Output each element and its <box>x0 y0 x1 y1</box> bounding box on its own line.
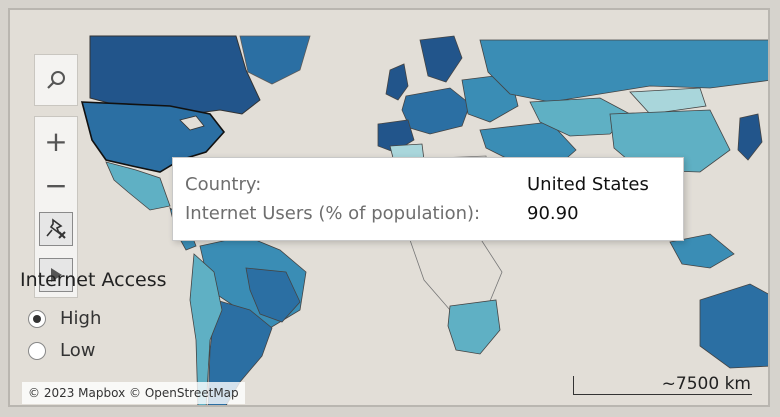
legend-option-label: Low <box>60 340 96 361</box>
great-lakes <box>179 115 205 131</box>
tooltip-internet-label: Internet Users (% of population): <box>185 203 481 224</box>
zoom-in-button[interactable]: + <box>44 124 68 158</box>
unpin-icon <box>46 218 66 239</box>
scale-bar-label: ~7500 km <box>661 374 751 394</box>
region-uk <box>385 63 409 101</box>
play-icon <box>51 268 62 282</box>
scale-bar-line <box>573 376 752 395</box>
region-canada <box>89 35 261 115</box>
region-mexico <box>105 161 171 211</box>
region-southeast-asia <box>669 233 735 269</box>
search-icon <box>47 71 65 89</box>
tooltip-country-label: Country: <box>185 174 262 195</box>
radio-high[interactable] <box>28 309 46 328</box>
region-southern-africa <box>447 299 501 355</box>
region-scandinavia <box>419 35 463 83</box>
map-zoom-controls: + − <box>34 116 78 298</box>
world-map[interactable] <box>10 10 770 407</box>
region-russia <box>479 39 768 103</box>
region-andes <box>189 253 223 405</box>
region-australia <box>699 283 768 369</box>
region-brazil-east <box>245 267 301 323</box>
zoom-out-button[interactable]: − <box>44 168 68 202</box>
radio-low[interactable] <box>28 341 46 360</box>
radio-selected-dot <box>33 314 41 323</box>
region-greenland <box>239 35 311 85</box>
region-central-asia <box>529 97 631 137</box>
region-mongolia <box>629 87 707 115</box>
map-attribution[interactable]: © 2023 Mapbox © OpenStreetMap <box>22 382 245 404</box>
region-japan <box>737 113 763 161</box>
legend-title: Internet Access <box>20 269 167 291</box>
legend-option-high[interactable]: High <box>28 308 101 329</box>
pan-button[interactable] <box>35 253 77 297</box>
region-central-africa <box>409 237 503 311</box>
tooltip-country-value: United States <box>527 174 649 195</box>
region-china <box>609 109 731 173</box>
unpin-button[interactable] <box>35 207 77 251</box>
legend-option-low[interactable]: Low <box>28 340 95 361</box>
tooltip-internet-value: 90.90 <box>527 203 579 224</box>
scale-bar: ~7500 km <box>573 374 753 398</box>
map-frame: + − Internet Access High <box>8 8 770 407</box>
legend-option-label: High <box>60 308 102 329</box>
region-western-europe <box>401 87 471 135</box>
map-search-button[interactable] <box>34 54 78 106</box>
map-tooltip: Country: United States Internet Users (%… <box>172 157 684 241</box>
